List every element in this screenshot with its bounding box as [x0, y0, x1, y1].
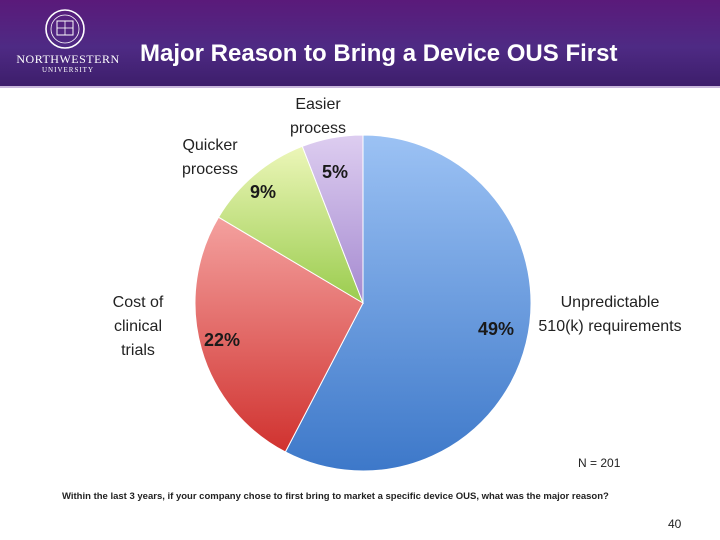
university-seal-icon	[45, 9, 85, 49]
pie-category-label-line: clinical	[113, 318, 162, 335]
pie-slice-easier-process	[301, 134, 364, 304]
pie-category-label-line: process	[181, 161, 239, 178]
logo-subtitle: UNIVERSITY	[42, 66, 94, 74]
survey-question-footnote: Within the last 3 years, if your company…	[62, 491, 609, 502]
slide-title: Major Reason to Bring a Device OUS First	[140, 40, 618, 67]
pie-category-label: Quicker process	[170, 134, 250, 182]
pie-category-label-line: Unpredictable	[560, 294, 660, 311]
pie-category-label-line: trials	[121, 342, 155, 359]
pie-percent-label: 22%	[204, 330, 240, 350]
pie-percent-label: 49%	[478, 319, 514, 339]
logo-wordmark: NORTHWESTERN	[16, 52, 120, 66]
pie-percent-label: 9%	[250, 182, 276, 202]
sample-size-note: N = 201	[578, 456, 621, 470]
pie-category-label-line: Quicker	[182, 137, 238, 154]
slide-header: NORTHWESTERN UNIVERSITY Major Reason to …	[0, 0, 720, 88]
pie-category-label: Unpredictable 510(k) requirements	[520, 291, 700, 339]
pie-slice-unpredictable-510-k-requirements	[284, 134, 532, 472]
pie-slice-cost-of-clinical-trials	[194, 216, 364, 453]
pie-slice-quicker-process	[217, 145, 364, 305]
pie-category-label-line: 510(k) requirements	[538, 318, 682, 335]
pie-category-label: Cost of clinical trials	[100, 291, 176, 363]
pie-percent-label: 5%	[322, 162, 348, 182]
northwestern-logo: NORTHWESTERN UNIVERSITY	[6, 6, 130, 80]
pie-category-label-line: process	[289, 120, 347, 137]
page-number: 40	[668, 517, 682, 531]
pie-category-label-line: Cost of	[112, 294, 164, 311]
pie-category-label-line: Easier	[295, 96, 341, 113]
pie-category-label: Easier process	[276, 93, 360, 141]
